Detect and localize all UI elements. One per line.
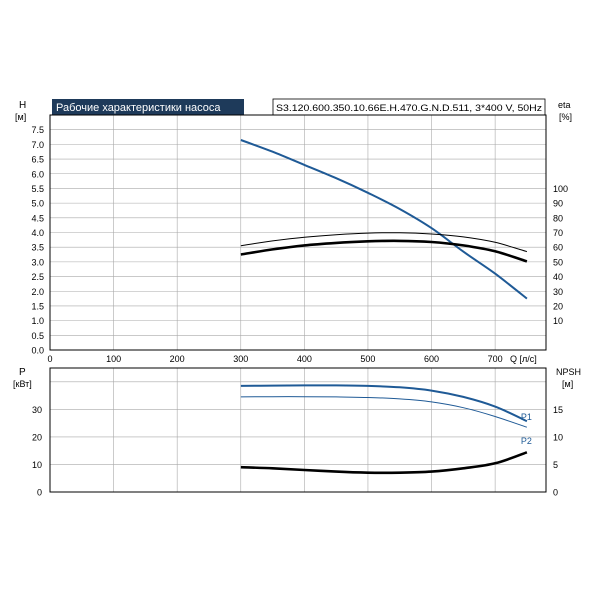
power-axis-symbol: P bbox=[19, 367, 26, 378]
p1-series-label: P1 bbox=[521, 412, 532, 422]
q-tick-label: 600 bbox=[424, 354, 439, 364]
head-curve bbox=[240, 139, 528, 300]
p2-curve bbox=[240, 396, 528, 428]
eta-tick-label: 30 bbox=[553, 287, 563, 297]
h-tick-label: 7.0 bbox=[31, 140, 44, 150]
head-ticks: 0.0 0.5 1.0 1.5 2.0 2.5 3.0 3.5 4.0 4.5 5.0 5.5 6.0 6… bbox=[31, 125, 568, 364]
eta-axis-symbol: eta bbox=[558, 100, 571, 110]
eta-tick-label: 80 bbox=[553, 213, 563, 223]
q-tick-label: 300 bbox=[233, 354, 248, 364]
h-tick-label: 2.0 bbox=[31, 287, 44, 297]
eta-tick-label: 60 bbox=[553, 243, 563, 253]
head-axis-unit: [м] bbox=[15, 112, 26, 122]
title-box bbox=[52, 99, 244, 115]
npsh-curve bbox=[240, 451, 528, 475]
npsh-tick-label: 10 bbox=[553, 432, 563, 442]
h-tick-label: 6.5 bbox=[31, 155, 44, 165]
head-axis-symbol: H bbox=[19, 100, 26, 111]
p-tick-label: 0 bbox=[37, 488, 42, 498]
power-grid bbox=[50, 368, 546, 492]
chart-title: Рабочие характеристики насоса bbox=[56, 102, 221, 114]
h-tick-label: 6.0 bbox=[31, 169, 44, 179]
h-tick-label: 1.0 bbox=[31, 316, 44, 326]
eta-tick-label: 40 bbox=[553, 272, 563, 282]
p2-series-label: P2 bbox=[521, 436, 532, 446]
h-tick-label: 5.0 bbox=[31, 199, 44, 209]
npsh-tick-label: 5 bbox=[553, 460, 558, 470]
efficiency-thick-curve bbox=[240, 239, 528, 263]
npsh-tick-label: 15 bbox=[553, 405, 563, 415]
q-tick-label: 700 bbox=[488, 354, 503, 364]
p-tick-label: 30 bbox=[32, 405, 42, 415]
q-tick-label: 100 bbox=[106, 354, 121, 364]
npsh-axis-symbol: NPSH bbox=[556, 367, 581, 377]
eta-tick-label: 70 bbox=[553, 228, 563, 238]
p-tick-label: 20 bbox=[32, 432, 42, 442]
q-tick-label: 500 bbox=[360, 354, 375, 364]
q-tick-label: 0 bbox=[47, 354, 52, 364]
head-grid bbox=[50, 115, 546, 350]
h-tick-label: 0.5 bbox=[31, 331, 44, 341]
npsh-tick-label: 0 bbox=[553, 488, 558, 498]
q-tick-label: 200 bbox=[170, 354, 185, 364]
h-tick-label: 4.0 bbox=[31, 228, 44, 238]
h-tick-label: 5.5 bbox=[31, 184, 44, 194]
power-ticks: 0 10 20 30 0 5 10 15 bbox=[32, 405, 563, 498]
eta-tick-label: 50 bbox=[553, 257, 563, 267]
model-label: S3.120.600.350.10.66E.H.470.G.N.D.511, 3… bbox=[276, 103, 543, 113]
h-tick-label: 0.0 bbox=[31, 346, 44, 356]
h-tick-label: 4.5 bbox=[31, 213, 44, 223]
power-axis-unit: [кВт] bbox=[13, 379, 32, 389]
power-plot-frame bbox=[49, 367, 547, 493]
head-series bbox=[240, 139, 528, 300]
npsh-axis-unit: [м] bbox=[562, 379, 573, 389]
eta-tick-label: 10 bbox=[553, 316, 563, 326]
eta-tick-label: 100 bbox=[553, 184, 568, 194]
p1-curve bbox=[240, 384, 528, 423]
head-plot-frame bbox=[49, 114, 547, 351]
h-tick-label: 3.0 bbox=[31, 257, 44, 267]
h-tick-label: 3.5 bbox=[31, 243, 44, 253]
q-axis-label: Q [л/с] bbox=[510, 354, 537, 364]
p-tick-label: 10 bbox=[32, 460, 42, 470]
h-tick-label: 1.5 bbox=[31, 301, 44, 311]
h-tick-label: 2.5 bbox=[31, 272, 44, 282]
eta-tick-label: 90 bbox=[553, 199, 563, 209]
efficiency-thin-curve bbox=[240, 232, 528, 253]
eta-tick-label: 20 bbox=[553, 301, 563, 311]
power-series: P1 P2 bbox=[240, 384, 532, 475]
h-tick-label: 7.5 bbox=[31, 125, 44, 135]
q-tick-label: 400 bbox=[297, 354, 312, 364]
eta-axis-unit: [%] bbox=[559, 112, 572, 122]
